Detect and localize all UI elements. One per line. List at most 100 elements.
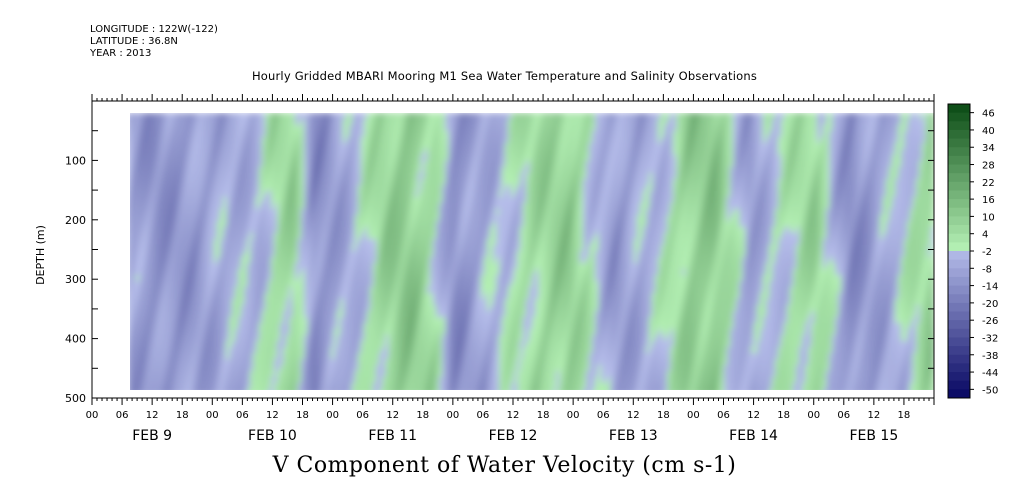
heatmap-cell bbox=[253, 346, 257, 354]
heatmap-cell bbox=[352, 214, 356, 222]
heatmap-cell bbox=[280, 142, 284, 150]
heatmap-cell bbox=[250, 226, 254, 234]
heatmap-cell bbox=[421, 124, 425, 132]
heatmap-cell bbox=[196, 142, 200, 150]
heatmap-cell bbox=[283, 208, 287, 216]
heatmap-cell bbox=[295, 136, 299, 144]
heatmap-cell bbox=[358, 130, 362, 138]
heatmap-cell bbox=[244, 190, 248, 198]
heatmap-cell bbox=[298, 322, 302, 330]
heatmap-cell bbox=[217, 274, 221, 282]
heatmap-cell bbox=[283, 184, 287, 192]
heatmap-cell bbox=[388, 358, 392, 366]
heatmap-cell bbox=[292, 226, 296, 234]
heatmap-cell bbox=[148, 184, 152, 192]
heatmap-cell bbox=[304, 136, 308, 144]
heatmap-cell bbox=[262, 178, 266, 186]
heatmap-cell bbox=[307, 310, 311, 318]
heatmap-cell bbox=[361, 130, 365, 138]
heatmap-cell bbox=[361, 292, 365, 300]
heatmap-cell bbox=[322, 268, 326, 276]
heatmap-cell bbox=[235, 220, 239, 228]
heatmap-cell bbox=[229, 184, 233, 192]
heatmap-cell bbox=[160, 142, 164, 150]
heatmap-cell bbox=[142, 292, 146, 300]
heatmap-cell bbox=[190, 118, 194, 126]
heatmap-cell bbox=[388, 298, 392, 306]
heatmap-cell bbox=[373, 310, 377, 318]
heatmap-cell bbox=[277, 214, 281, 222]
heatmap-cell bbox=[220, 118, 224, 126]
heatmap-cell bbox=[181, 250, 185, 258]
heatmap-cell bbox=[238, 364, 242, 372]
heatmap-cell bbox=[331, 346, 335, 354]
heatmap-cell bbox=[358, 352, 362, 360]
heatmap-cell bbox=[385, 178, 389, 186]
heatmap-cell bbox=[151, 232, 155, 240]
heatmap-cell bbox=[238, 172, 242, 180]
heatmap-cell bbox=[400, 208, 404, 216]
heatmap-cell bbox=[169, 190, 173, 198]
heatmap-cell bbox=[406, 148, 410, 156]
heatmap-cell bbox=[352, 202, 356, 210]
heatmap-cell bbox=[352, 160, 356, 168]
heatmap-cell bbox=[160, 268, 164, 276]
heatmap-cell bbox=[277, 232, 281, 240]
heatmap-cell bbox=[322, 184, 326, 192]
heatmap-cell bbox=[301, 250, 305, 258]
heatmap-cell bbox=[331, 298, 335, 306]
heatmap-cell bbox=[271, 113, 275, 120]
heatmap-cell bbox=[331, 166, 335, 174]
heatmap-cell bbox=[379, 214, 383, 222]
heatmap-cell bbox=[286, 364, 290, 372]
heatmap-cell bbox=[361, 256, 365, 264]
heatmap-cell bbox=[133, 190, 137, 198]
heatmap-cell bbox=[166, 184, 170, 192]
heatmap-cell bbox=[169, 113, 173, 120]
heatmap-cell bbox=[160, 316, 164, 324]
heatmap-cell bbox=[301, 298, 305, 306]
heatmap-cell bbox=[361, 166, 365, 174]
heatmap-cell bbox=[373, 208, 377, 216]
heatmap-cell bbox=[256, 364, 260, 372]
heatmap-cell bbox=[169, 310, 173, 318]
heatmap-cell bbox=[274, 334, 278, 342]
heatmap-cell bbox=[226, 292, 230, 300]
heatmap-cell bbox=[142, 304, 146, 312]
heatmap-cell bbox=[175, 322, 179, 330]
heatmap-cell bbox=[211, 113, 215, 120]
heatmap-cell bbox=[319, 154, 323, 162]
heatmap-cell bbox=[289, 166, 293, 174]
heatmap-cell bbox=[322, 370, 326, 378]
heatmap-cell bbox=[316, 148, 320, 156]
heatmap-cell bbox=[169, 208, 173, 216]
heatmap-cell bbox=[187, 370, 191, 378]
heatmap-cell bbox=[169, 184, 173, 192]
heatmap-cell bbox=[196, 172, 200, 180]
heatmap-cell bbox=[400, 298, 404, 306]
heatmap-cell bbox=[160, 388, 164, 390]
heatmap-cell bbox=[277, 310, 281, 318]
heatmap-cell bbox=[130, 226, 134, 234]
heatmap-cell bbox=[376, 184, 380, 192]
heatmap-cell bbox=[367, 286, 371, 294]
heatmap-cell bbox=[280, 154, 284, 162]
heatmap-cell bbox=[238, 202, 242, 210]
heatmap-cell bbox=[406, 274, 410, 282]
heatmap-cell bbox=[178, 142, 182, 150]
heatmap-cell bbox=[337, 322, 341, 330]
heatmap-cell bbox=[223, 166, 227, 174]
heatmap-cell bbox=[175, 220, 179, 228]
heatmap-cell bbox=[196, 382, 200, 390]
heatmap-cell bbox=[412, 292, 416, 300]
heatmap-cell bbox=[292, 196, 296, 204]
heatmap-cell bbox=[268, 364, 272, 372]
heatmap-cell bbox=[292, 304, 296, 312]
heatmap-cell bbox=[406, 214, 410, 222]
heatmap-cell bbox=[253, 113, 257, 120]
heatmap-cell bbox=[160, 280, 164, 288]
heatmap-cell bbox=[409, 244, 413, 252]
heatmap-cell bbox=[310, 352, 314, 360]
heatmap-cell bbox=[370, 220, 374, 228]
heatmap-cell bbox=[232, 154, 236, 162]
